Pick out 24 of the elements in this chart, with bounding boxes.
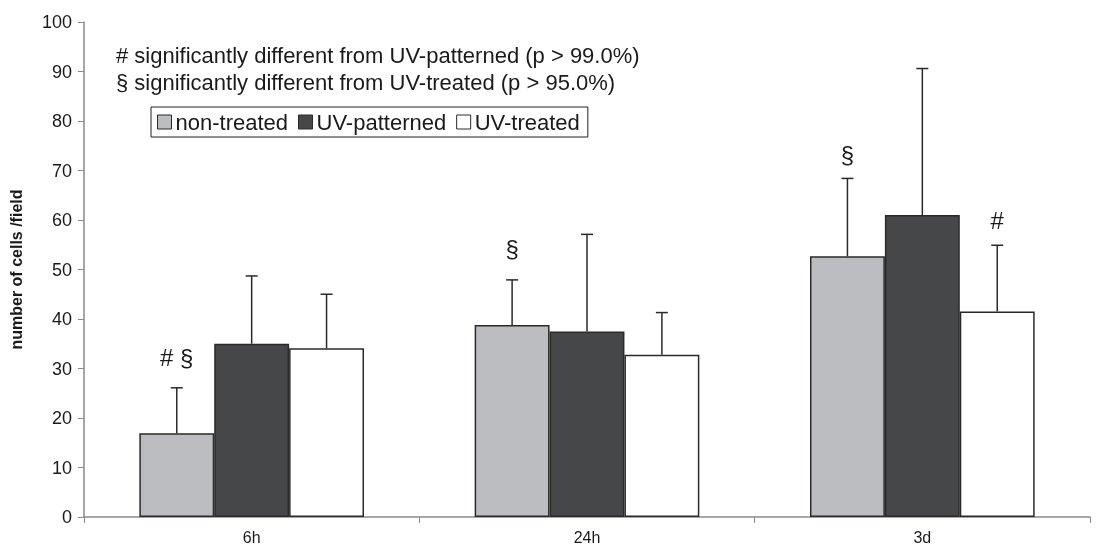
- y-tick-label: 70: [51, 160, 72, 181]
- y-tick-label: 10: [51, 457, 72, 478]
- annotation: # significantly different from UV-patterned (p > 99.0%): [116, 42, 640, 68]
- y-tick-label: 80: [51, 111, 72, 131]
- x-tick-label: 3d: [913, 528, 932, 546]
- legend-label: UV-treated: [474, 109, 580, 135]
- annotation: §: [840, 140, 855, 168]
- y-tick-label: 40: [51, 309, 72, 329]
- y-tick-label: 90: [51, 61, 72, 82]
- y-tick-label: 60: [51, 210, 72, 230]
- x-tick-label: 6h: [242, 528, 261, 546]
- y-tick-label: 50: [51, 259, 72, 280]
- y-tick-label: 100: [41, 12, 72, 32]
- y-tick-label: 20: [51, 408, 72, 428]
- annotation: # §: [160, 344, 194, 372]
- x-tick-label: 24h: [573, 528, 601, 546]
- legend-label: UV-patterned: [316, 109, 447, 135]
- y-axis-title: number of cells /field: [7, 189, 25, 350]
- y-tick-label: 30: [51, 358, 72, 379]
- annotation: §: [505, 235, 519, 263]
- legend-label: non-treated: [175, 109, 289, 135]
- annotation: § significantly different from UV-treated (p > 95.0%): [116, 69, 616, 95]
- y-tick-label: 0: [61, 507, 72, 527]
- annotation: #: [990, 206, 1005, 234]
